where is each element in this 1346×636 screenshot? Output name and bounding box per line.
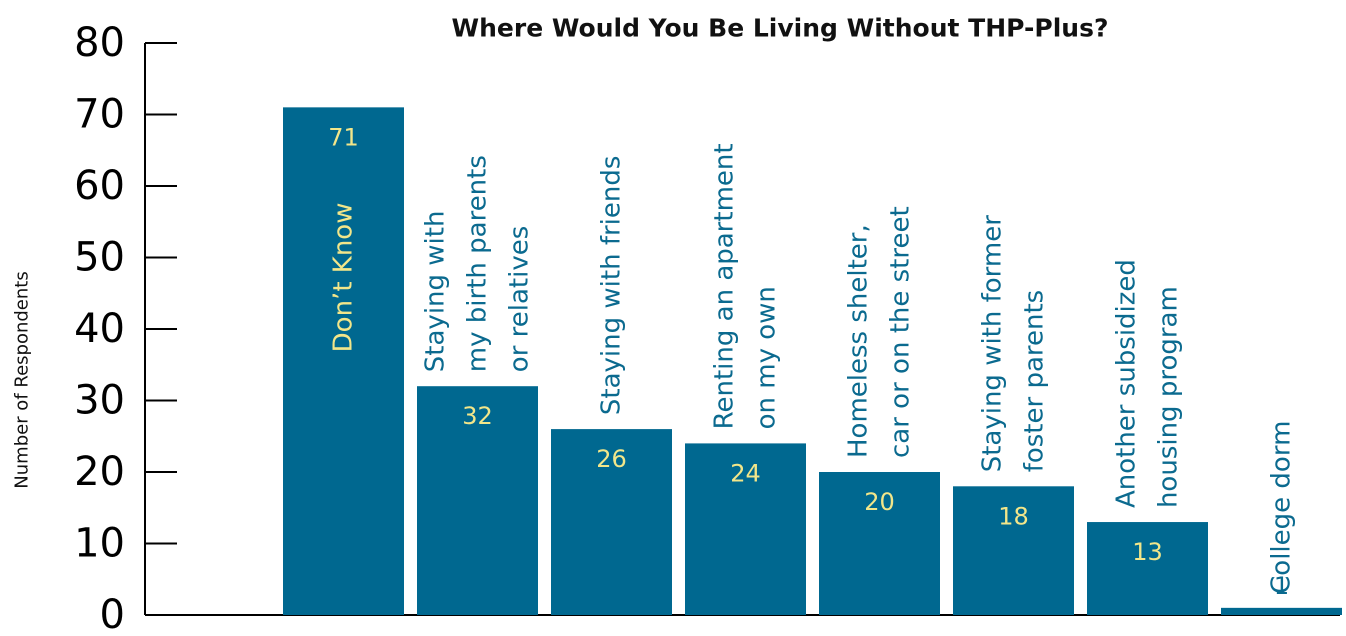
bar	[1221, 607, 1342, 615]
bar	[283, 107, 404, 615]
category-label: Staying with friends	[597, 156, 627, 416]
category-label: College dorm	[1267, 421, 1297, 594]
value-label: 20	[864, 488, 895, 516]
value-label: 26	[596, 445, 627, 473]
value-label: 32	[462, 402, 493, 430]
y-tick-label: 10	[74, 521, 125, 567]
y-tick-label: 30	[74, 378, 125, 424]
category-label: Staying with my birth parents or relatives	[421, 155, 535, 372]
category-label: Renting an apartment on my own	[710, 143, 782, 429]
category-label: Another subsidized housing program	[1112, 259, 1184, 508]
y-tick-label: 0	[100, 592, 125, 636]
y-tick-label: 50	[74, 235, 125, 281]
bar	[417, 386, 538, 615]
value-label: 13	[1132, 538, 1163, 566]
y-axis-label: Number of Respondents	[12, 271, 33, 488]
bar	[819, 472, 940, 615]
y-tick-label: 70	[74, 92, 125, 138]
category-label: Homeless shelter, car or on the street	[844, 206, 916, 458]
bar	[685, 443, 806, 615]
y-tick-label: 60	[74, 163, 125, 209]
chart-title: Where Would You Be Living Without THP-Pl…	[452, 14, 1109, 43]
value-label: 1	[1274, 572, 1289, 600]
bar	[1087, 522, 1208, 615]
y-tick-label: 40	[74, 306, 125, 352]
category-label: Staying with former foster parents	[978, 215, 1050, 473]
bar	[551, 429, 672, 615]
bar	[953, 486, 1074, 615]
value-label: 18	[998, 502, 1029, 530]
value-label: 24	[730, 459, 761, 487]
y-tick-label: 80	[74, 20, 125, 66]
value-label: 71	[328, 123, 359, 151]
y-tick-label: 20	[74, 449, 125, 495]
category-label: Don’t Know	[329, 203, 359, 353]
